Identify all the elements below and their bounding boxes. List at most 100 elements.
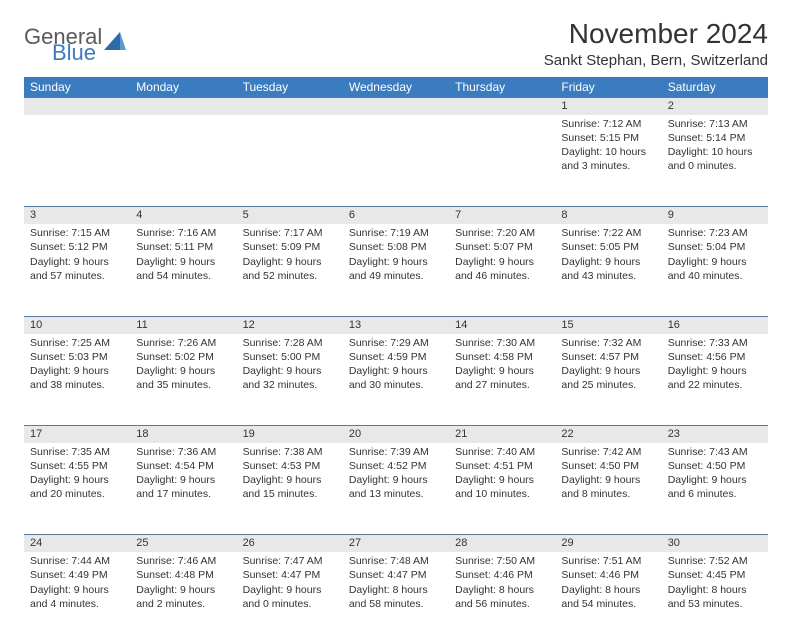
sunset-text: Sunset: 4:46 PM: [455, 568, 549, 582]
day-content-cell: Sunrise: 7:50 AMSunset: 4:46 PMDaylight:…: [449, 552, 555, 644]
daylight-text: Daylight: 8 hours and 58 minutes.: [349, 583, 443, 611]
content-row: Sunrise: 7:25 AMSunset: 5:03 PMDaylight:…: [24, 334, 768, 426]
daylight-text: Daylight: 8 hours and 53 minutes.: [668, 583, 762, 611]
daylight-text: Daylight: 9 hours and 6 minutes.: [668, 473, 762, 501]
sunrise-text: Sunrise: 7:12 AM: [561, 117, 655, 131]
day-number-cell: 4: [130, 207, 236, 224]
day-content-cell: Sunrise: 7:33 AMSunset: 4:56 PMDaylight:…: [662, 334, 768, 426]
day-content-cell: [343, 115, 449, 207]
content-row: Sunrise: 7:44 AMSunset: 4:49 PMDaylight:…: [24, 552, 768, 644]
day-number-cell: 16: [662, 316, 768, 333]
sunset-text: Sunset: 4:59 PM: [349, 350, 443, 364]
daylight-text: Daylight: 9 hours and 0 minutes.: [243, 583, 337, 611]
sunset-text: Sunset: 5:00 PM: [243, 350, 337, 364]
day-number-cell: 6: [343, 207, 449, 224]
sunset-text: Sunset: 5:03 PM: [30, 350, 124, 364]
sunset-text: Sunset: 4:53 PM: [243, 459, 337, 473]
sunrise-text: Sunrise: 7:16 AM: [136, 226, 230, 240]
day-number-cell: 17: [24, 426, 130, 443]
logo-text-blue: Blue: [52, 42, 102, 64]
logo-sail-icon: [102, 28, 128, 58]
day-number-cell: 2: [662, 98, 768, 115]
day-content-cell: Sunrise: 7:47 AMSunset: 4:47 PMDaylight:…: [237, 552, 343, 644]
sunrise-text: Sunrise: 7:46 AM: [136, 554, 230, 568]
sunset-text: Sunset: 4:54 PM: [136, 459, 230, 473]
sunrise-text: Sunrise: 7:20 AM: [455, 226, 549, 240]
day-number-cell: 24: [24, 535, 130, 552]
day-number-cell: 25: [130, 535, 236, 552]
day-content-cell: Sunrise: 7:28 AMSunset: 5:00 PMDaylight:…: [237, 334, 343, 426]
sunset-text: Sunset: 4:45 PM: [668, 568, 762, 582]
sunset-text: Sunset: 4:47 PM: [349, 568, 443, 582]
sunset-text: Sunset: 4:56 PM: [668, 350, 762, 364]
sunset-text: Sunset: 4:50 PM: [668, 459, 762, 473]
sunrise-text: Sunrise: 7:39 AM: [349, 445, 443, 459]
daylight-text: Daylight: 9 hours and 43 minutes.: [561, 255, 655, 283]
sunrise-text: Sunrise: 7:36 AM: [136, 445, 230, 459]
sunrise-text: Sunrise: 7:48 AM: [349, 554, 443, 568]
day-number-cell: [343, 98, 449, 115]
day-content-cell: Sunrise: 7:13 AMSunset: 5:14 PMDaylight:…: [662, 115, 768, 207]
day-content-cell: Sunrise: 7:44 AMSunset: 4:49 PMDaylight:…: [24, 552, 130, 644]
day-number-cell: 10: [24, 316, 130, 333]
sunrise-text: Sunrise: 7:35 AM: [30, 445, 124, 459]
day-number-cell: [24, 98, 130, 115]
sunset-text: Sunset: 5:07 PM: [455, 240, 549, 254]
sunset-text: Sunset: 5:05 PM: [561, 240, 655, 254]
day-content-cell: Sunrise: 7:17 AMSunset: 5:09 PMDaylight:…: [237, 224, 343, 316]
day-number-cell: 21: [449, 426, 555, 443]
daylight-text: Daylight: 9 hours and 8 minutes.: [561, 473, 655, 501]
day-content-cell: Sunrise: 7:38 AMSunset: 4:53 PMDaylight:…: [237, 443, 343, 535]
day-content-cell: Sunrise: 7:15 AMSunset: 5:12 PMDaylight:…: [24, 224, 130, 316]
day-content-cell: [237, 115, 343, 207]
location-text: Sankt Stephan, Bern, Switzerland: [544, 52, 768, 69]
daylight-text: Daylight: 9 hours and 57 minutes.: [30, 255, 124, 283]
day-content-cell: Sunrise: 7:26 AMSunset: 5:02 PMDaylight:…: [130, 334, 236, 426]
day-number-cell: 8: [555, 207, 661, 224]
sunrise-text: Sunrise: 7:23 AM: [668, 226, 762, 240]
weekday-header: Tuesday: [237, 77, 343, 98]
daylight-text: Daylight: 9 hours and 52 minutes.: [243, 255, 337, 283]
sunset-text: Sunset: 4:57 PM: [561, 350, 655, 364]
daylight-text: Daylight: 9 hours and 49 minutes.: [349, 255, 443, 283]
daylight-text: Daylight: 8 hours and 54 minutes.: [561, 583, 655, 611]
sunrise-text: Sunrise: 7:17 AM: [243, 226, 337, 240]
daylight-text: Daylight: 9 hours and 27 minutes.: [455, 364, 549, 392]
daylight-text: Daylight: 8 hours and 56 minutes.: [455, 583, 549, 611]
day-number-cell: 14: [449, 316, 555, 333]
sunset-text: Sunset: 4:50 PM: [561, 459, 655, 473]
day-number-cell: 18: [130, 426, 236, 443]
sunrise-text: Sunrise: 7:40 AM: [455, 445, 549, 459]
day-number-cell: 5: [237, 207, 343, 224]
sunset-text: Sunset: 5:04 PM: [668, 240, 762, 254]
sunset-text: Sunset: 4:52 PM: [349, 459, 443, 473]
sunset-text: Sunset: 5:02 PM: [136, 350, 230, 364]
sunset-text: Sunset: 4:46 PM: [561, 568, 655, 582]
day-number-cell: [237, 98, 343, 115]
day-content-cell: Sunrise: 7:30 AMSunset: 4:58 PMDaylight:…: [449, 334, 555, 426]
sunrise-text: Sunrise: 7:50 AM: [455, 554, 549, 568]
day-content-cell: Sunrise: 7:42 AMSunset: 4:50 PMDaylight:…: [555, 443, 661, 535]
daylight-text: Daylight: 9 hours and 13 minutes.: [349, 473, 443, 501]
sunrise-text: Sunrise: 7:22 AM: [561, 226, 655, 240]
sunrise-text: Sunrise: 7:15 AM: [30, 226, 124, 240]
sunset-text: Sunset: 5:12 PM: [30, 240, 124, 254]
sunrise-text: Sunrise: 7:19 AM: [349, 226, 443, 240]
daylight-text: Daylight: 9 hours and 38 minutes.: [30, 364, 124, 392]
day-number-cell: 22: [555, 426, 661, 443]
day-content-cell: Sunrise: 7:36 AMSunset: 4:54 PMDaylight:…: [130, 443, 236, 535]
day-content-cell: Sunrise: 7:46 AMSunset: 4:48 PMDaylight:…: [130, 552, 236, 644]
sunset-text: Sunset: 5:09 PM: [243, 240, 337, 254]
sunrise-text: Sunrise: 7:44 AM: [30, 554, 124, 568]
day-content-cell: Sunrise: 7:20 AMSunset: 5:07 PMDaylight:…: [449, 224, 555, 316]
content-row: Sunrise: 7:35 AMSunset: 4:55 PMDaylight:…: [24, 443, 768, 535]
day-number-cell: 30: [662, 535, 768, 552]
title-block: November 2024 Sankt Stephan, Bern, Switz…: [544, 18, 768, 69]
day-number-cell: 7: [449, 207, 555, 224]
day-content-cell: Sunrise: 7:32 AMSunset: 4:57 PMDaylight:…: [555, 334, 661, 426]
day-content-cell: [24, 115, 130, 207]
sunrise-text: Sunrise: 7:13 AM: [668, 117, 762, 131]
sunset-text: Sunset: 4:47 PM: [243, 568, 337, 582]
day-number-cell: 11: [130, 316, 236, 333]
day-number-cell: 26: [237, 535, 343, 552]
